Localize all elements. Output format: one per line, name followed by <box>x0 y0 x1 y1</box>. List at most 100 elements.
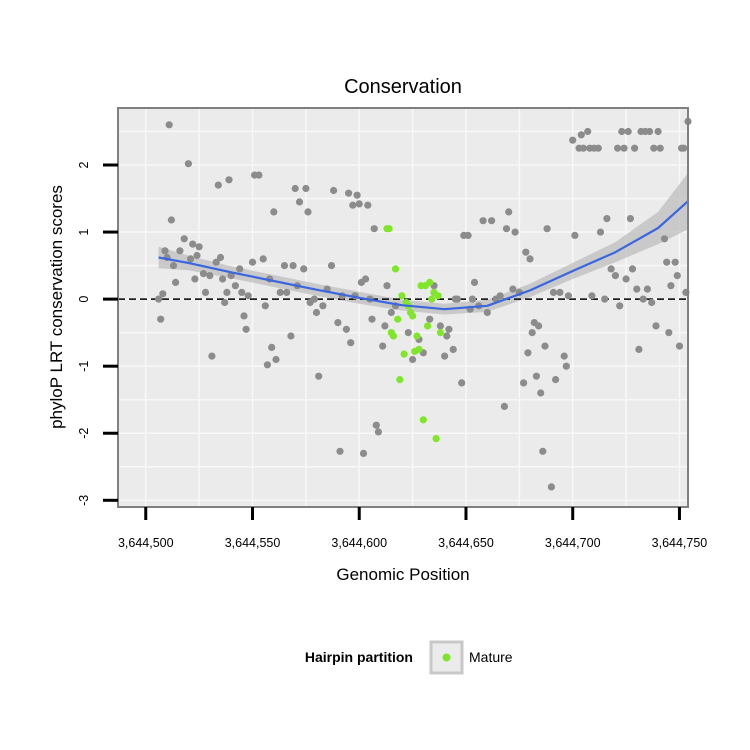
x-tick-label: 3,644,750 <box>652 536 708 550</box>
data-point-other <box>259 255 267 263</box>
data-point-other <box>180 235 188 243</box>
data-point-other <box>547 483 556 491</box>
data-point-other <box>500 402 508 410</box>
data-point-other <box>596 228 605 236</box>
data-point-other <box>539 447 547 455</box>
data-point-other <box>364 201 372 209</box>
data-point-other <box>268 343 276 351</box>
data-point-other <box>483 308 491 317</box>
data-point-mature <box>426 278 434 286</box>
data-point-other <box>368 315 376 323</box>
data-point-other <box>520 379 528 387</box>
data-point-other <box>201 288 210 296</box>
data-point-other <box>526 255 534 263</box>
data-point-other <box>541 342 549 350</box>
data-point-other <box>315 372 323 380</box>
legend-marker-mature <box>442 653 451 662</box>
y-tick-label: -3 <box>77 495 91 506</box>
data-point-other <box>199 270 207 278</box>
data-point-other <box>562 362 570 370</box>
data-point-other <box>584 127 592 136</box>
data-point-other <box>673 272 681 280</box>
axes: 3,644,500 3,644,550 3,644,600 3,644,650 3,64… <box>77 161 707 550</box>
data-point-other <box>184 160 192 168</box>
data-point-other <box>176 247 184 255</box>
data-point-other <box>607 265 615 273</box>
data-point-mature <box>428 295 436 303</box>
data-point-other <box>654 127 662 136</box>
x-tick-label: 3,644,600 <box>331 536 387 550</box>
data-point-other <box>660 235 669 243</box>
data-point-other <box>443 332 451 340</box>
data-point-other <box>496 292 504 300</box>
data-point-other <box>601 295 609 303</box>
data-point-other <box>330 186 338 195</box>
data-point-other <box>577 131 585 139</box>
data-point-other <box>248 258 257 266</box>
data-point-mature <box>419 416 427 424</box>
data-point-other <box>236 265 244 273</box>
data-point-other <box>470 278 479 286</box>
data-point-other <box>221 298 229 307</box>
data-point-other <box>579 144 588 152</box>
data-point-other <box>214 181 222 189</box>
data-point-other <box>532 372 541 380</box>
data-point-other <box>372 421 380 429</box>
data-point-other <box>626 215 635 223</box>
data-point-other <box>449 345 457 353</box>
data-point-other <box>603 215 611 223</box>
data-point-mature <box>394 315 402 323</box>
data-point-other <box>505 208 513 216</box>
data-point-other <box>302 184 310 193</box>
data-point-other <box>276 288 284 296</box>
data-point-other <box>404 329 412 337</box>
data-point-other <box>242 325 250 333</box>
chart-title: Conservation <box>344 76 462 98</box>
data-point-other <box>468 295 476 303</box>
data-point-mature <box>436 329 444 337</box>
data-point-other <box>502 225 511 233</box>
data-point-other <box>244 292 252 300</box>
data-point-other <box>564 292 573 300</box>
data-point-other <box>675 342 684 350</box>
data-point-other <box>479 217 487 225</box>
data-point-other <box>300 265 308 273</box>
data-point-other <box>569 136 577 144</box>
data-point-other <box>628 265 637 273</box>
data-point-mature <box>432 435 440 443</box>
data-point-other <box>671 258 679 266</box>
data-point-other <box>169 262 178 270</box>
data-point-other <box>611 272 620 280</box>
data-point-mature <box>391 265 400 273</box>
data-point-other <box>633 285 641 293</box>
data-point-mature <box>424 322 432 330</box>
data-point-mature <box>398 292 406 300</box>
data-point-other <box>349 201 357 209</box>
data-point-other <box>359 449 368 457</box>
data-point-other <box>560 352 568 360</box>
data-point-other <box>620 144 628 152</box>
data-point-other <box>347 339 355 347</box>
smooth-line-layer <box>158 200 689 311</box>
data-point-other <box>362 275 370 283</box>
data-point-other <box>345 189 353 197</box>
data-point-other <box>537 389 545 397</box>
data-point-other <box>524 349 532 357</box>
plot-panel-border <box>117 107 689 508</box>
x-tick-label: 3,644,700 <box>545 536 601 550</box>
data-point-other <box>436 322 444 330</box>
data-point-other <box>280 262 289 270</box>
data-point-mature <box>389 332 397 340</box>
data-point-other <box>157 315 165 323</box>
data-point-other <box>556 288 564 296</box>
data-point-other <box>652 322 660 330</box>
data-point-other <box>552 376 560 384</box>
data-point-other <box>272 355 280 364</box>
data-point-other <box>680 144 688 152</box>
data-point-other <box>426 315 434 323</box>
data-point-other <box>172 278 180 286</box>
data-point-other <box>635 345 643 353</box>
data-point-other <box>159 290 167 298</box>
data-point-other <box>616 302 624 310</box>
